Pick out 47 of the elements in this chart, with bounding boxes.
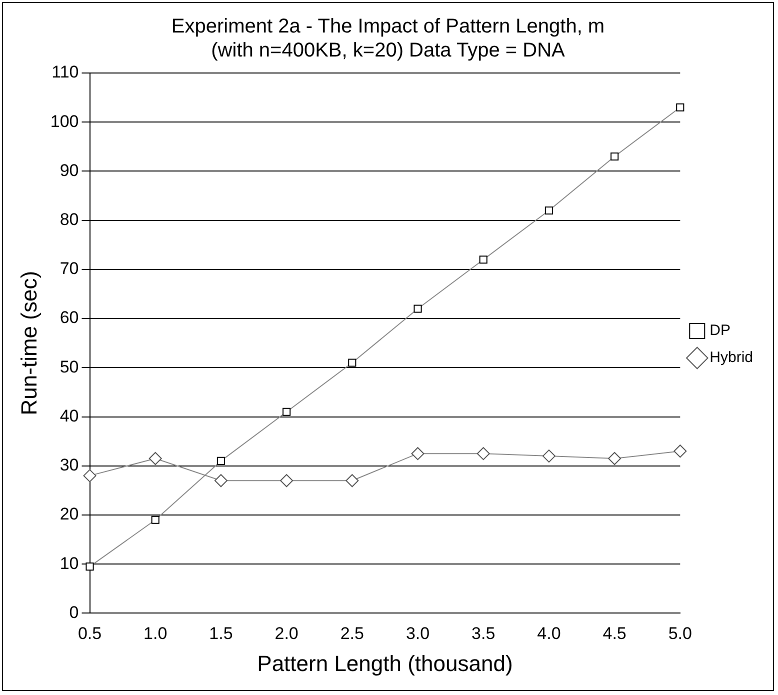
x-axis-title: Pattern Length (thousand) (257, 650, 513, 676)
point (83, 469, 96, 482)
point (476, 447, 490, 460)
x-tick-label: 1.5 (209, 624, 233, 644)
point (282, 408, 291, 416)
chart-title: Experiment 2a - The Impact of Pattern Length, m (with n=400KB, k=20) Data Type = DNA (171, 16, 605, 62)
x-tick-label: 4.0 (537, 624, 561, 644)
legend-label: Hybrid (710, 349, 754, 366)
x-tick-label: 1.0 (144, 624, 168, 644)
y-tick-label: 30 (60, 456, 79, 475)
y-tick-label: 100 (50, 112, 79, 131)
x-tick-label: 3.0 (406, 624, 430, 644)
x-tick-label: 3.5 (472, 624, 496, 644)
y-tick-label: 0 (69, 602, 79, 622)
y-tick-label: 60 (60, 308, 79, 328)
point (148, 452, 162, 466)
y-tick-label: 50 (60, 357, 79, 376)
point (542, 450, 556, 463)
point (346, 474, 359, 488)
y-tick-label: 80 (60, 210, 79, 230)
point (676, 103, 684, 112)
y-axis-title: Run-time (sec) (16, 270, 42, 416)
point (544, 206, 553, 215)
point (86, 562, 94, 571)
point (151, 516, 160, 524)
y-tick-label: 40 (60, 406, 79, 426)
y-tick-label: 10 (60, 554, 79, 573)
x-tick-label: 0.5 (78, 624, 102, 644)
point (214, 474, 228, 488)
point (348, 358, 356, 367)
point (608, 452, 622, 466)
y-tick-label: 110 (52, 62, 79, 82)
y-tick-label: 90 (60, 160, 79, 180)
x-tick-label: 2.0 (274, 624, 298, 644)
point (479, 256, 488, 264)
point (411, 447, 424, 460)
x-tick-label: 2.5 (340, 624, 364, 644)
y-tick-label: 70 (60, 259, 79, 278)
point (280, 474, 294, 488)
point (216, 456, 225, 465)
point (414, 304, 422, 313)
legend-label: DP (710, 322, 730, 340)
y-tick-label: 20 (60, 504, 79, 524)
point (674, 444, 687, 458)
point (610, 152, 619, 161)
x-tick-label: 5.0 (668, 624, 692, 644)
x-tick-label: 4.5 (602, 624, 626, 644)
